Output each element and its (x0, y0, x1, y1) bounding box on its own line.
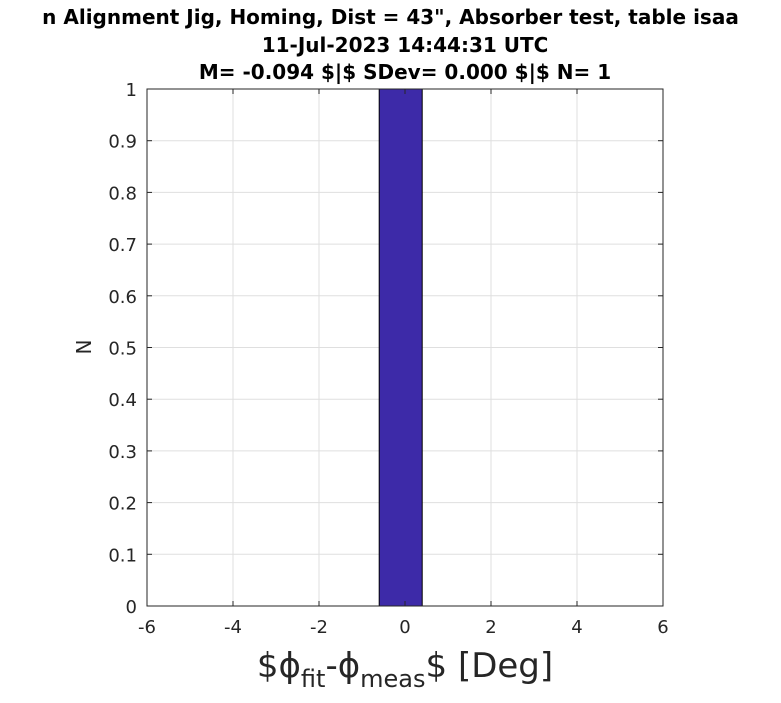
x-tick-label-6: 6 (657, 617, 668, 638)
x-tick-label-3: 0 (399, 617, 410, 638)
y-tick-label-7: 0.7 (108, 235, 137, 256)
chart-title: n Alignment Jig, Homing, Dist = 43", Abs… (42, 5, 739, 84)
bars (378, 88, 423, 607)
x-label-mid: -ϕ (325, 646, 360, 686)
x-tick-label-1: -4 (224, 617, 242, 638)
x-axis-label: $ϕfit-ϕmeas$ [Deg] (257, 646, 553, 693)
y-tick-label-9: 0.9 (108, 132, 137, 153)
x-label-prefix: $ϕ (257, 646, 301, 686)
y-axis-label: N (72, 340, 96, 355)
histogram-bar-0 (378, 88, 423, 607)
x-label-sub-meas: meas (360, 665, 425, 693)
x-tick-label-2: -2 (310, 617, 328, 638)
y-tick-label-5: 0.5 (108, 339, 137, 360)
tick-marks (146, 88, 664, 607)
title-line-3: M= -0.094 $|$ SDev= 0.000 $|$ N= 1 (199, 60, 611, 84)
y-tick-labels: 0 0.1 0.2 0.3 0.4 0.5 0.6 0.7 0.8 0.9 1 (108, 80, 137, 618)
y-tick-label-3: 0.3 (108, 442, 137, 463)
title-line-1: n Alignment Jig, Homing, Dist = 43", Abs… (42, 5, 739, 29)
y-tick-label-6: 0.6 (108, 287, 137, 308)
title-line-2: 11-Jul-2023 14:44:31 UTC (262, 33, 549, 57)
x-label-sub-fit: fit (301, 665, 326, 693)
y-tick-label-1: 0.1 (108, 545, 137, 566)
x-tick-label-5: 4 (571, 617, 582, 638)
x-tick-label-0: -6 (138, 617, 156, 638)
x-tick-labels: -6 -4 -2 0 2 4 6 (138, 617, 669, 638)
y-tick-label-10: 1 (126, 80, 137, 101)
x-tick-label-4: 2 (485, 617, 496, 638)
y-tick-label-0: 0 (126, 597, 137, 618)
y-tick-label-2: 0.2 (108, 494, 137, 515)
y-tick-label-4: 0.4 (108, 390, 137, 411)
x-label-suffix: $ [Deg] (426, 646, 554, 686)
y-tick-label-8: 0.8 (108, 183, 137, 204)
